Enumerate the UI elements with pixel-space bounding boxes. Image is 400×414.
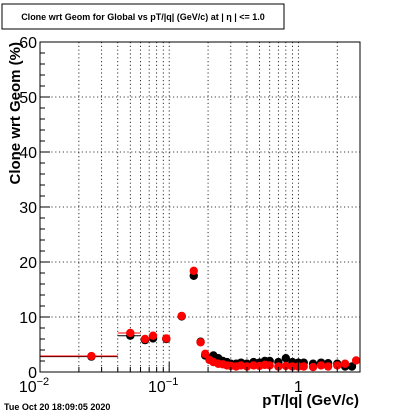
timestamp: Tue Oct 20 18:09:05 2020 bbox=[4, 402, 110, 412]
series-2 bbox=[40, 266, 361, 372]
data-point bbox=[347, 362, 357, 371]
y-axis-title: Clone wrt Geom (%) bbox=[7, 42, 24, 185]
y-tick-label: 50 bbox=[19, 90, 37, 107]
x-tick-label: 10−2 bbox=[19, 376, 49, 396]
data-point bbox=[351, 356, 361, 365]
y-tick-label: 10 bbox=[19, 310, 37, 327]
data-point bbox=[299, 362, 308, 371]
data-point bbox=[140, 334, 150, 344]
data-point bbox=[316, 361, 326, 370]
data-point bbox=[189, 266, 198, 275]
data-point bbox=[323, 362, 333, 371]
y-tick-label: 0 bbox=[28, 365, 37, 382]
data-point bbox=[265, 361, 274, 370]
grid bbox=[40, 42, 360, 372]
title-box: Clone wrt Geom for Global vs pT/|q| (GeV… bbox=[1, 3, 285, 30]
x-axis-title: pT/|q| (GeV/c) bbox=[262, 392, 359, 409]
data-point bbox=[340, 359, 350, 368]
data-point bbox=[126, 328, 135, 338]
axes bbox=[39, 41, 361, 373]
data-point bbox=[308, 362, 318, 372]
y-tick-label: 40 bbox=[19, 145, 37, 162]
data-point bbox=[87, 351, 96, 361]
data-point bbox=[200, 349, 210, 359]
x-tick-labels: 10−2 10−1 1 bbox=[19, 376, 303, 396]
data-point bbox=[333, 361, 342, 370]
data-point bbox=[242, 362, 252, 371]
data-point bbox=[148, 331, 158, 340]
y-tick-labels: 0 10 20 30 40 50 60 bbox=[19, 35, 37, 382]
data-point bbox=[288, 362, 297, 371]
data-point bbox=[281, 361, 291, 371]
data-layer bbox=[40, 266, 361, 372]
chart-title: Clone wrt Geom for Global vs pT/|q| (GeV… bbox=[21, 12, 265, 22]
y-tick-label: 30 bbox=[19, 200, 37, 217]
x-tick-label: 10−1 bbox=[148, 376, 178, 396]
x-tick-label: 1 bbox=[294, 379, 303, 396]
data-point bbox=[274, 362, 283, 371]
data-point bbox=[281, 354, 291, 363]
data-point bbox=[196, 338, 205, 347]
y-tick-label: 60 bbox=[19, 35, 37, 52]
y-tick-label: 20 bbox=[19, 255, 37, 272]
data-point bbox=[162, 334, 171, 343]
data-point bbox=[177, 311, 186, 321]
